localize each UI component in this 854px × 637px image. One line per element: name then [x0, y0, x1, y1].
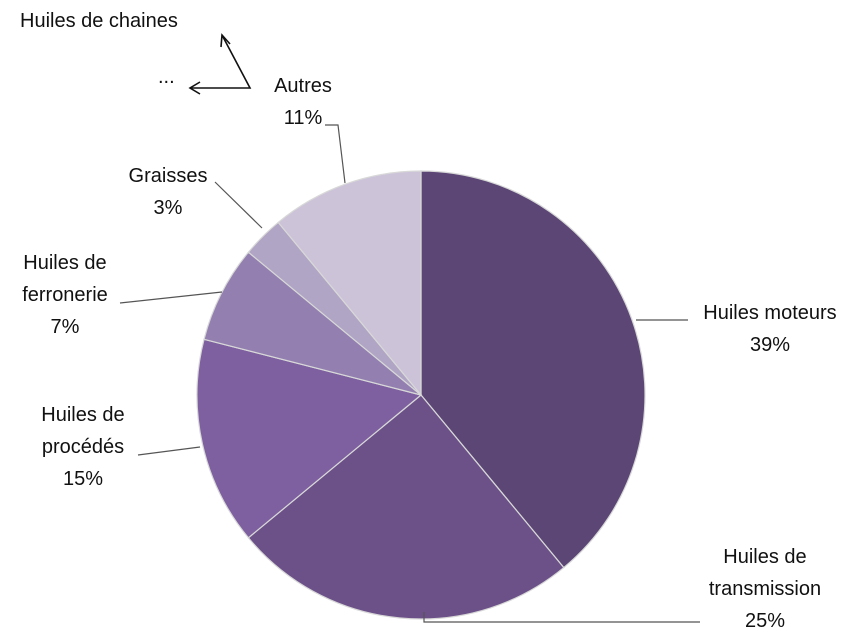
- arrows: [188, 33, 252, 95]
- data-label: Huiles de transmission 25%: [690, 541, 840, 637]
- annotation: Huiles de chaines: [20, 10, 178, 32]
- category-label: Huiles moteurs: [703, 302, 837, 324]
- leader-lines: [119, 124, 700, 623]
- slice: [247, 394, 565, 620]
- leader-line: [119, 291, 223, 304]
- category-label: Huiles de transmission: [708, 546, 822, 600]
- value-label: 25%: [744, 610, 786, 632]
- category-label: Huiles de procédés: [41, 404, 125, 458]
- data-label: Autres 11%: [243, 70, 363, 134]
- leader-line: [423, 612, 700, 623]
- slice: [277, 170, 422, 397]
- arrow-head: [188, 81, 201, 95]
- value-label: 15%: [62, 468, 104, 490]
- value-label: 3%: [153, 197, 183, 219]
- annotation: ...: [158, 66, 175, 88]
- value-label: 7%: [50, 316, 80, 338]
- category-label: Graisses: [128, 165, 208, 187]
- arrow-head: [220, 33, 231, 48]
- data-label: Huiles de procédés 15%: [18, 399, 148, 495]
- category-label: Huiles de ferronerie: [22, 252, 108, 306]
- value-label: 11%: [283, 107, 323, 129]
- category-label: Autres: [274, 75, 332, 97]
- slice: [420, 170, 646, 569]
- slices: [196, 170, 646, 620]
- value-label: 39%: [749, 334, 791, 356]
- data-label: Graisses 3%: [108, 160, 228, 224]
- arrow: [190, 34, 252, 89]
- leader-line: [325, 124, 346, 184]
- slice: [196, 338, 423, 539]
- data-label: Huiles moteurs 39%: [670, 297, 854, 361]
- leader-line: [137, 446, 201, 456]
- data-label: Huiles de ferronerie 7%: [0, 247, 130, 343]
- leader-line: [214, 181, 263, 229]
